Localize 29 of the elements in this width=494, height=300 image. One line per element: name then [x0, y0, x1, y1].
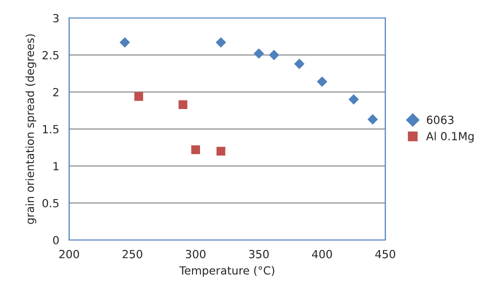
point — [294, 58, 305, 70]
point — [191, 145, 200, 154]
legend-label: 6063 — [426, 116, 454, 124]
point — [216, 146, 226, 156]
y-tick-label: 0 — [53, 236, 59, 244]
x-axis-title: Temperature (°C) — [179, 266, 274, 277]
y-axis-title: grain orientation spread (degrees) — [25, 34, 36, 224]
y-tick-label: 3 — [53, 14, 59, 22]
x-tick-label: 400 — [312, 250, 332, 258]
y-tick-label: 0.5 — [42, 198, 58, 208]
point — [367, 114, 378, 125]
point — [178, 100, 188, 109]
legend-label: Al 0.1Mg — [426, 132, 474, 143]
point — [268, 50, 280, 60]
x-tick-label: 300 — [186, 250, 206, 258]
point — [216, 37, 226, 48]
point — [348, 94, 359, 105]
x-tick-label: 450 — [375, 250, 396, 258]
y-tick-label: 1 — [54, 162, 58, 170]
y-tick-label: 2.5 — [42, 50, 58, 60]
point — [254, 48, 264, 59]
x-tick-label: 200 — [59, 250, 80, 258]
y-tick-label: 1.5 — [42, 125, 58, 134]
y-tick-label: 2 — [53, 88, 58, 96]
point — [316, 76, 328, 87]
point — [120, 37, 130, 48]
point — [134, 92, 144, 101]
x-tick-label: 350 — [249, 250, 269, 258]
x-tick-label: 250 — [122, 250, 142, 258]
